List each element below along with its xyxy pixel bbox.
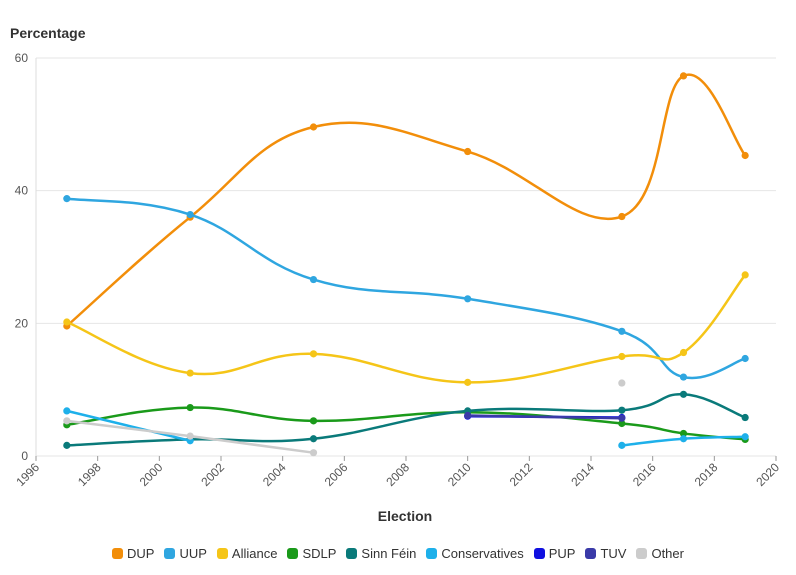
legend-swatch — [533, 548, 545, 559]
data-point-dup[interactable] — [741, 151, 749, 160]
legend-label: UUP — [179, 546, 207, 561]
data-point-alliance[interactable] — [618, 352, 626, 361]
x-tick-label: 1996 — [13, 460, 42, 489]
y-tick-label: 40 — [15, 184, 29, 198]
legend-label: DUP — [127, 546, 155, 561]
x-tick-label: 2014 — [568, 460, 597, 489]
x-tick-label: 2002 — [198, 460, 227, 489]
series-line-conservatives — [66, 409, 191, 442]
legend-item-tuv[interactable]: TUV — [585, 546, 626, 561]
data-point-tuv[interactable] — [618, 414, 626, 422]
x-tick-label: 2016 — [630, 460, 659, 489]
series-line-alliance — [66, 274, 747, 384]
legend-item-sinn-f-in[interactable]: Sinn Féin — [346, 546, 416, 561]
x-tick-label: 2008 — [383, 460, 412, 489]
legend-label: TUV — [600, 546, 627, 561]
data-point-sdlp[interactable] — [186, 403, 194, 412]
data-point-other[interactable] — [618, 379, 626, 387]
data-point-sinn-f-in[interactable] — [309, 435, 318, 443]
data-point-sdlp[interactable] — [618, 419, 626, 428]
data-point-alliance[interactable] — [741, 271, 749, 279]
legend-swatch — [164, 548, 176, 559]
data-point-sdlp[interactable] — [309, 417, 318, 425]
legend-swatch — [112, 548, 124, 559]
data-point-dup[interactable] — [309, 123, 318, 131]
legend-label: Other — [651, 546, 684, 561]
legend-label: Sinn Féin — [361, 546, 417, 561]
legend-item-sdlp[interactable]: SDLP — [287, 546, 336, 561]
series-line-tuv — [467, 414, 622, 420]
data-point-uup[interactable] — [741, 354, 749, 363]
data-point-sinn-f-in[interactable] — [63, 441, 71, 449]
legend-label: Alliance — [231, 546, 278, 561]
legend-label: PUP — [548, 546, 576, 561]
legend-item-dup[interactable]: DUP — [112, 546, 154, 561]
data-point-sinn-f-in[interactable] — [679, 390, 688, 398]
data-point-alliance[interactable] — [309, 350, 318, 358]
legend-swatch — [346, 548, 358, 559]
data-point-dup[interactable] — [464, 147, 472, 156]
data-point-sinn-f-in[interactable] — [618, 406, 626, 414]
data-point-conservatives[interactable] — [679, 435, 688, 443]
data-point-conservatives[interactable] — [741, 433, 749, 441]
x-tick-label: 2018 — [692, 460, 721, 489]
legend: DUP UUP Alliance SDLP Sinn Féin Conservatives… — [0, 546, 796, 561]
legend-swatch — [287, 548, 299, 559]
legend-item-other[interactable]: Other — [636, 546, 684, 561]
data-point-alliance[interactable] — [464, 378, 472, 386]
x-tick-label: 2020 — [753, 460, 782, 489]
data-point-alliance[interactable] — [679, 348, 688, 357]
data-point-sdlp[interactable] — [679, 429, 688, 438]
data-point-alliance[interactable] — [186, 369, 194, 377]
series-line-uup — [66, 197, 746, 380]
data-point-other[interactable] — [186, 432, 194, 440]
y-axis-title: Percentage — [10, 25, 86, 41]
data-point-dup[interactable] — [679, 72, 688, 80]
data-point-tuv[interactable] — [464, 411, 472, 420]
legend-item-pup[interactable]: PUP — [533, 546, 576, 561]
x-tick-label: 2012 — [507, 460, 536, 489]
x-tick-label: 1998 — [75, 460, 104, 489]
series-line-sinn-f-in — [66, 393, 746, 447]
series — [63, 72, 749, 457]
legend-swatch — [426, 548, 438, 559]
x-axis-title: Election — [378, 508, 432, 524]
data-point-dup[interactable] — [618, 212, 626, 221]
legend-item-alliance[interactable]: Alliance — [216, 546, 278, 561]
y-tick-label: 20 — [15, 316, 29, 330]
data-point-uup[interactable] — [464, 295, 472, 303]
data-point-conservatives[interactable] — [63, 407, 71, 415]
data-point-sinn-f-in[interactable] — [741, 413, 749, 422]
legend-swatch — [216, 548, 228, 559]
data-point-uup[interactable] — [679, 373, 688, 381]
data-point-other[interactable] — [63, 417, 71, 425]
y-tick-label: 60 — [15, 51, 29, 65]
data-point-uup[interactable] — [309, 275, 318, 284]
legend-swatch — [636, 548, 648, 559]
data-point-conservatives[interactable] — [618, 441, 626, 449]
data-point-uup[interactable] — [63, 195, 71, 203]
x-tick-label: 2000 — [137, 460, 166, 489]
legend-label: Conservatives — [441, 546, 524, 561]
data-point-other[interactable] — [309, 449, 318, 457]
legend-label: SDLP — [302, 546, 337, 561]
legend-swatch — [585, 548, 597, 559]
y-tick-label: 0 — [21, 449, 28, 463]
data-point-uup[interactable] — [186, 210, 194, 219]
legend-item-uup[interactable]: UUP — [164, 546, 207, 561]
chart-svg: Percentage Election 0 20 40 60 1996 1998 2000 2… — [10, 25, 782, 524]
x-tick-label: 2010 — [445, 460, 474, 489]
data-point-uup[interactable] — [618, 327, 626, 335]
data-point-alliance[interactable] — [63, 318, 71, 326]
x-tick-label: 2006 — [322, 460, 351, 489]
x-tick-label: 2004 — [260, 460, 289, 489]
legend-item-conservatives[interactable]: Conservatives — [426, 546, 524, 561]
series-line-dup — [66, 73, 747, 327]
